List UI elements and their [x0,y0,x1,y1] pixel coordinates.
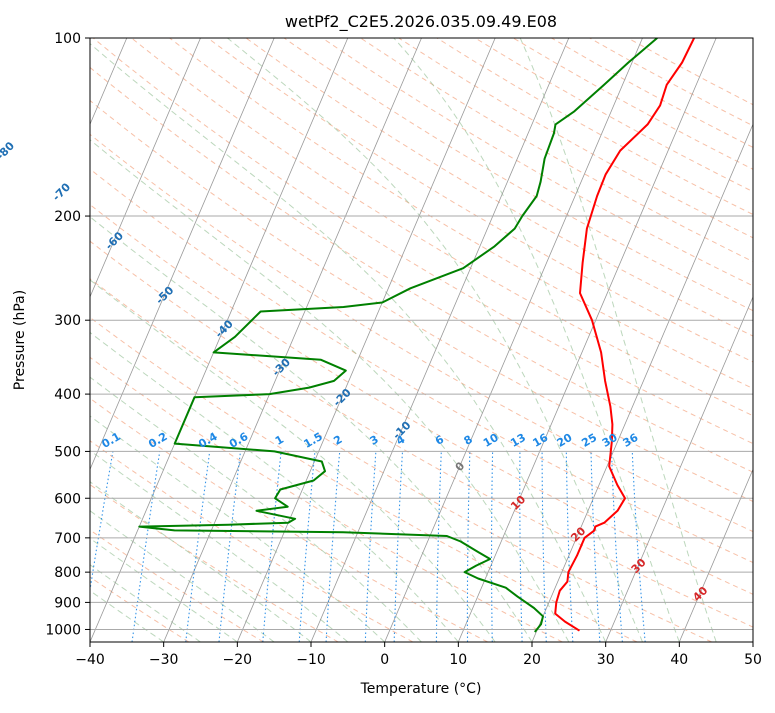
x-tick-label: 30 [597,652,615,668]
y-tick-label: 700 [54,531,81,547]
chart-title: wetPf2_C2E5.2026.035.09.49.E08 [285,12,557,32]
x-tick-label: 10 [449,652,467,668]
x-tick-label: −20 [223,652,253,668]
x-tick-label: 50 [744,652,762,668]
y-tick-label: 500 [54,444,81,460]
y-tick-label: 400 [54,387,81,403]
y-tick-label: 1000 [45,623,81,639]
y-tick-label: 100 [54,31,81,47]
y-tick-label: 900 [54,595,81,611]
y-tick-label: 800 [54,565,81,581]
y-tick-label: 200 [54,209,81,225]
y-tick-label: 600 [54,491,81,507]
x-tick-label: 0 [380,652,389,668]
x-tick-label: −40 [75,652,105,668]
y-axis-label: Pressure (hPa) [12,290,28,390]
x-tick-label: −10 [296,652,326,668]
x-tick-label: −30 [149,652,179,668]
y-tick-label: 300 [54,313,81,329]
x-tick-label: 40 [670,652,688,668]
x-tick-label: 20 [523,652,541,668]
x-axis-label: Temperature (°C) [360,681,482,697]
